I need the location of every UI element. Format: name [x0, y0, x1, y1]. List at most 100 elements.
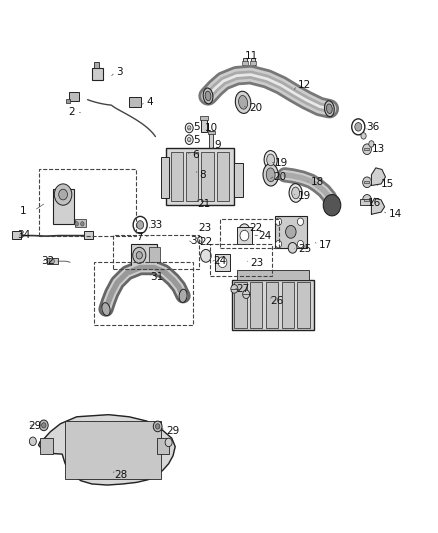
Ellipse shape — [326, 104, 332, 114]
Bar — [208, 131, 215, 134]
Ellipse shape — [205, 91, 211, 101]
Text: 13: 13 — [371, 144, 385, 154]
Ellipse shape — [267, 154, 275, 166]
Bar — [282, 282, 294, 328]
Bar — [113, 235, 199, 269]
Bar — [234, 163, 243, 197]
Text: 8: 8 — [199, 170, 206, 180]
Bar — [92, 68, 103, 80]
Bar — [40, 438, 53, 454]
Circle shape — [136, 252, 142, 259]
Bar — [364, 181, 369, 183]
Circle shape — [201, 249, 211, 262]
Circle shape — [133, 247, 146, 263]
Circle shape — [240, 230, 249, 241]
Circle shape — [288, 243, 297, 253]
Text: 9: 9 — [215, 140, 221, 150]
Circle shape — [363, 144, 371, 155]
Ellipse shape — [203, 88, 213, 104]
Circle shape — [297, 218, 304, 225]
Circle shape — [355, 123, 362, 131]
Text: 5: 5 — [193, 122, 199, 132]
Ellipse shape — [289, 184, 302, 202]
Text: 3: 3 — [116, 67, 123, 77]
Bar — [237, 227, 252, 244]
Text: 36: 36 — [366, 122, 379, 132]
Text: 18: 18 — [311, 177, 324, 187]
Circle shape — [361, 133, 366, 139]
Text: 20: 20 — [274, 172, 287, 182]
Bar — [66, 99, 70, 103]
Bar — [266, 282, 278, 328]
Bar — [84, 231, 93, 239]
Text: 1: 1 — [20, 206, 26, 215]
Bar — [157, 438, 169, 454]
Bar — [250, 61, 256, 65]
Text: 15: 15 — [381, 179, 394, 189]
Circle shape — [369, 141, 374, 147]
Text: 20: 20 — [249, 103, 262, 112]
Bar — [12, 231, 21, 239]
Bar — [360, 199, 370, 205]
Bar — [297, 282, 310, 328]
Text: 7: 7 — [136, 232, 142, 242]
Circle shape — [191, 173, 195, 179]
Bar — [186, 152, 198, 201]
Text: 23: 23 — [251, 259, 264, 268]
Text: 28: 28 — [114, 471, 127, 480]
Polygon shape — [39, 415, 175, 485]
Circle shape — [153, 421, 162, 432]
Bar — [149, 247, 160, 262]
Ellipse shape — [325, 101, 334, 117]
Circle shape — [239, 224, 250, 237]
Bar — [53, 189, 74, 224]
Circle shape — [218, 257, 227, 268]
Ellipse shape — [179, 289, 187, 302]
Circle shape — [81, 222, 84, 226]
Ellipse shape — [292, 187, 300, 199]
Circle shape — [187, 126, 191, 130]
Circle shape — [185, 123, 193, 133]
Text: 30: 30 — [191, 236, 204, 246]
Circle shape — [297, 240, 304, 248]
Circle shape — [165, 438, 172, 447]
Bar — [65, 421, 161, 479]
Polygon shape — [371, 168, 385, 185]
Circle shape — [185, 135, 193, 144]
Bar — [200, 116, 208, 120]
Text: 22: 22 — [249, 223, 262, 233]
Text: 24: 24 — [214, 256, 227, 266]
Text: 29: 29 — [166, 426, 180, 435]
Bar — [364, 199, 369, 201]
Bar — [364, 148, 369, 150]
Circle shape — [133, 265, 138, 272]
Circle shape — [276, 240, 282, 248]
Bar — [75, 219, 86, 227]
Circle shape — [276, 218, 282, 225]
Circle shape — [29, 437, 36, 446]
Ellipse shape — [264, 151, 277, 169]
Text: 14: 14 — [389, 209, 402, 219]
Text: 11: 11 — [245, 51, 258, 61]
Bar — [94, 262, 193, 325]
Bar — [69, 92, 79, 101]
Text: 21: 21 — [197, 199, 210, 208]
Text: 29: 29 — [28, 422, 42, 431]
Text: 26: 26 — [271, 296, 284, 306]
Circle shape — [243, 290, 250, 298]
Text: 27: 27 — [237, 284, 250, 294]
Bar — [210, 244, 272, 276]
Text: 5: 5 — [193, 135, 199, 144]
Bar — [94, 62, 99, 68]
Text: 6: 6 — [193, 150, 199, 159]
Bar — [209, 131, 213, 154]
Circle shape — [286, 225, 296, 238]
Circle shape — [185, 150, 193, 159]
Bar — [39, 169, 136, 236]
Text: 25: 25 — [298, 245, 311, 254]
Circle shape — [49, 258, 54, 264]
Text: 2: 2 — [68, 107, 74, 117]
Bar — [250, 282, 262, 328]
Bar — [242, 61, 248, 65]
Circle shape — [75, 222, 78, 226]
